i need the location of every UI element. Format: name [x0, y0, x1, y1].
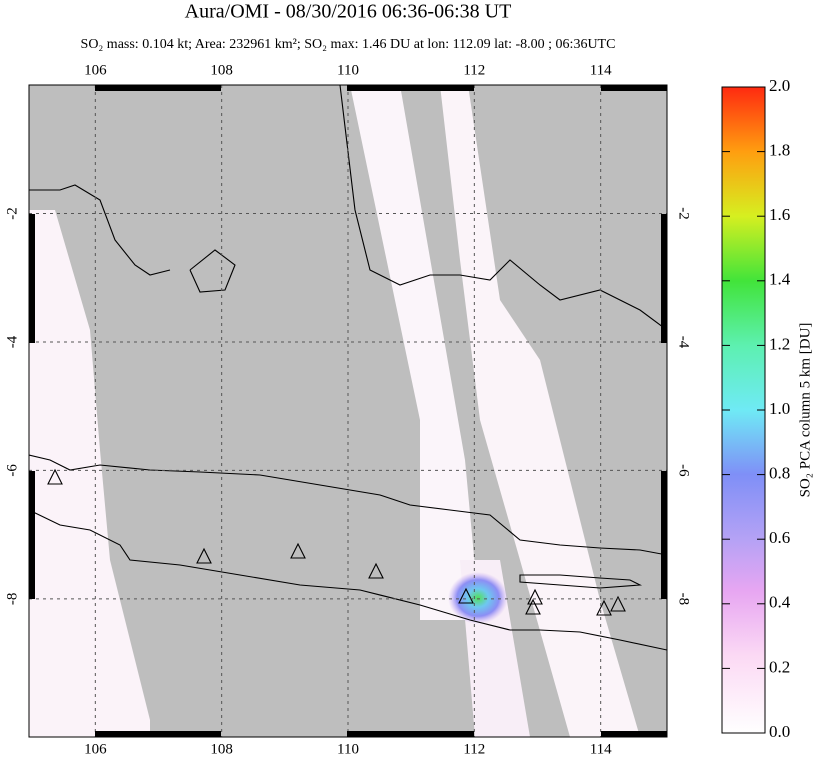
grid [29, 85, 667, 737]
volcano [368, 562, 384, 579]
swath [350, 85, 480, 620]
frame-bar [347, 731, 474, 737]
y-tick-label: -2 [676, 207, 692, 220]
frame-bars [29, 85, 667, 737]
y-tick-label: -4 [4, 335, 20, 348]
volcano [610, 595, 626, 612]
y-tick-label: -2 [4, 207, 20, 220]
colorbar-tick-label: 1.0 [769, 399, 790, 418]
volcano [290, 542, 306, 559]
chart-subtitle: SO₂ mass: 0.104 kt; Area: 232961 km²; SO… [81, 37, 616, 52]
x-tick-label: 114 [590, 741, 612, 757]
y-tick-label: -4 [676, 336, 692, 349]
swath [440, 85, 640, 737]
frame-bar [601, 731, 667, 737]
colorbar-tick-label: 1.6 [769, 205, 790, 224]
frame-bar [661, 471, 667, 599]
x-tick-label: 114 [590, 62, 612, 78]
coastline [519, 574, 643, 589]
frame-bar [29, 471, 35, 599]
map-area [29, 85, 667, 737]
coastline [29, 85, 667, 331]
colorbar-tick-label: 0.6 [769, 528, 790, 547]
frame-bar [29, 214, 35, 343]
x-tick-label: 106 [84, 741, 107, 757]
y-tick-label: -8 [676, 593, 692, 606]
colorbar-label: SO₂ PCA column 5 km [DU] [797, 323, 813, 498]
so2-plume [448, 572, 508, 624]
frame-bar [95, 731, 221, 737]
frame-bar [347, 85, 474, 91]
colorbar-tick-label: 0.0 [769, 722, 790, 741]
coastline [29, 454, 667, 651]
colorbar-tick-label: 0.8 [769, 464, 790, 483]
colorbar-tick-label: 1.4 [769, 270, 791, 289]
x-tick-label: 108 [210, 62, 233, 78]
colorbar-tick-label: 1.8 [769, 141, 790, 160]
y-tick-label: -6 [676, 464, 692, 477]
frame-bar [601, 85, 667, 91]
colorbar-tick-label: 2.0 [769, 76, 790, 95]
colorbar-tick-label: 0.2 [769, 657, 790, 676]
y-tick-label: -8 [4, 593, 20, 606]
colorbar-tick-label: 1.2 [769, 334, 790, 353]
x-tick-label: 110 [337, 741, 359, 757]
colorbar-tick-label: 0.4 [769, 593, 791, 612]
volcano [47, 468, 63, 485]
volcano [196, 547, 212, 564]
frame-bar [95, 85, 221, 91]
x-tick-label: 110 [337, 62, 359, 78]
chart-title: Aura/OMI - 08/30/2016 06:36-06:38 UT [185, 1, 512, 23]
y-tick-label: -6 [4, 464, 20, 477]
x-tick-label: 106 [84, 62, 107, 78]
x-tick-label: 108 [210, 741, 233, 757]
x-tick-label: 112 [463, 62, 485, 78]
volcano [596, 599, 612, 616]
frame-bar [661, 214, 667, 343]
x-tick-label: 112 [463, 741, 485, 757]
volcano [458, 587, 474, 604]
volcano [525, 598, 541, 615]
